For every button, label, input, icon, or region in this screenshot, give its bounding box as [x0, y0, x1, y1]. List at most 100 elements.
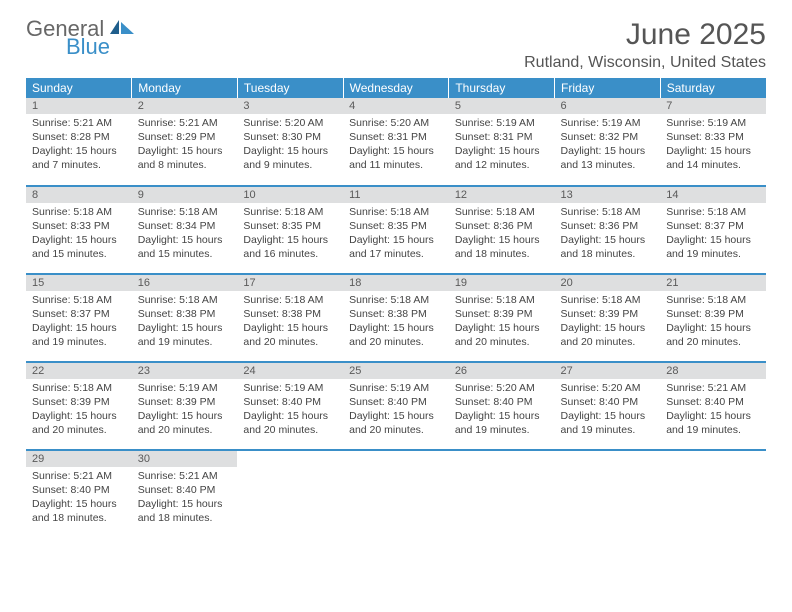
day-number: 19: [449, 275, 555, 291]
calendar-cell: 19Sunrise: 5:18 AMSunset: 8:39 PMDayligh…: [449, 274, 555, 362]
sunset-line: Sunset: 8:35 PM: [243, 220, 337, 234]
sunset-line: Sunset: 8:33 PM: [666, 131, 760, 145]
sunrise-line: Sunrise: 5:18 AM: [138, 294, 232, 308]
sunset-line: Sunset: 8:37 PM: [666, 220, 760, 234]
calendar-cell: [237, 450, 343, 538]
day-number: 7: [660, 98, 766, 114]
sunset-line: Sunset: 8:40 PM: [561, 396, 655, 410]
daylight-line: Daylight: 15 hours and 13 minutes.: [561, 145, 655, 173]
sunrise-line: Sunrise: 5:18 AM: [138, 206, 232, 220]
day-number: 18: [343, 275, 449, 291]
sunrise-line: Sunrise: 5:18 AM: [561, 294, 655, 308]
daylight-line: Daylight: 15 hours and 20 minutes.: [243, 322, 337, 350]
calendar-cell: 30Sunrise: 5:21 AMSunset: 8:40 PMDayligh…: [132, 450, 238, 538]
calendar-cell: 12Sunrise: 5:18 AMSunset: 8:36 PMDayligh…: [449, 186, 555, 274]
calendar-cell: 15Sunrise: 5:18 AMSunset: 8:37 PMDayligh…: [26, 274, 132, 362]
day-number: 23: [132, 363, 238, 379]
day-number: 8: [26, 187, 132, 203]
day-details: Sunrise: 5:20 AMSunset: 8:40 PMDaylight:…: [449, 379, 555, 441]
sunrise-line: Sunrise: 5:18 AM: [243, 206, 337, 220]
col-saturday: Saturday: [660, 78, 766, 98]
sunrise-line: Sunrise: 5:18 AM: [32, 382, 126, 396]
daylight-line: Daylight: 15 hours and 15 minutes.: [138, 234, 232, 262]
calendar-cell: [660, 450, 766, 538]
day-details: Sunrise: 5:18 AMSunset: 8:39 PMDaylight:…: [660, 291, 766, 353]
day-details: Sunrise: 5:19 AMSunset: 8:40 PMDaylight:…: [237, 379, 343, 441]
sunrise-line: Sunrise: 5:19 AM: [349, 382, 443, 396]
day-details: Sunrise: 5:18 AMSunset: 8:36 PMDaylight:…: [449, 203, 555, 265]
day-details: Sunrise: 5:19 AMSunset: 8:32 PMDaylight:…: [555, 114, 661, 176]
day-details: Sunrise: 5:19 AMSunset: 8:40 PMDaylight:…: [343, 379, 449, 441]
day-details: Sunrise: 5:19 AMSunset: 8:31 PMDaylight:…: [449, 114, 555, 176]
sunset-line: Sunset: 8:36 PM: [455, 220, 549, 234]
day-number: 26: [449, 363, 555, 379]
sunset-line: Sunset: 8:35 PM: [349, 220, 443, 234]
col-monday: Monday: [132, 78, 238, 98]
daylight-line: Daylight: 15 hours and 7 minutes.: [32, 145, 126, 173]
sunrise-line: Sunrise: 5:20 AM: [243, 117, 337, 131]
col-wednesday: Wednesday: [343, 78, 449, 98]
sunset-line: Sunset: 8:30 PM: [243, 131, 337, 145]
sunset-line: Sunset: 8:40 PM: [32, 484, 126, 498]
sunset-line: Sunset: 8:33 PM: [32, 220, 126, 234]
day-details: Sunrise: 5:18 AMSunset: 8:35 PMDaylight:…: [237, 203, 343, 265]
day-details: Sunrise: 5:18 AMSunset: 8:33 PMDaylight:…: [26, 203, 132, 265]
day-details: Sunrise: 5:21 AMSunset: 8:28 PMDaylight:…: [26, 114, 132, 176]
sunset-line: Sunset: 8:36 PM: [561, 220, 655, 234]
calendar-cell: 3 Sunrise: 5:20 AMSunset: 8:30 PMDaylight…: [237, 98, 343, 186]
day-number: 10: [237, 187, 343, 203]
day-details: Sunrise: 5:18 AMSunset: 8:37 PMDaylight:…: [660, 203, 766, 265]
day-number: 24: [237, 363, 343, 379]
sunrise-line: Sunrise: 5:18 AM: [666, 294, 760, 308]
day-number: 4: [343, 98, 449, 114]
day-number: 30: [132, 451, 238, 467]
day-details: Sunrise: 5:18 AMSunset: 8:39 PMDaylight:…: [449, 291, 555, 353]
day-details: Sunrise: 5:18 AMSunset: 8:36 PMDaylight:…: [555, 203, 661, 265]
day-number: 29: [26, 451, 132, 467]
calendar-week-row: 29Sunrise: 5:21 AMSunset: 8:40 PMDayligh…: [26, 450, 766, 538]
calendar-cell: 25Sunrise: 5:19 AMSunset: 8:40 PMDayligh…: [343, 362, 449, 450]
daylight-line: Daylight: 15 hours and 15 minutes.: [32, 234, 126, 262]
daylight-line: Daylight: 15 hours and 19 minutes.: [561, 410, 655, 438]
day-number: 3: [237, 98, 343, 114]
day-details: Sunrise: 5:21 AMSunset: 8:40 PMDaylight:…: [660, 379, 766, 441]
sunrise-line: Sunrise: 5:18 AM: [455, 294, 549, 308]
day-number: 17: [237, 275, 343, 291]
logo: General Blue: [26, 18, 136, 58]
sunset-line: Sunset: 8:40 PM: [349, 396, 443, 410]
sunrise-line: Sunrise: 5:18 AM: [666, 206, 760, 220]
day-details: Sunrise: 5:21 AMSunset: 8:40 PMDaylight:…: [26, 467, 132, 529]
day-details: Sunrise: 5:19 AMSunset: 8:39 PMDaylight:…: [132, 379, 238, 441]
day-details: Sunrise: 5:20 AMSunset: 8:31 PMDaylight:…: [343, 114, 449, 176]
daylight-line: Daylight: 15 hours and 9 minutes.: [243, 145, 337, 173]
day-number: 25: [343, 363, 449, 379]
day-number: 1: [26, 98, 132, 114]
calendar-cell: 1Sunrise: 5:21 AMSunset: 8:28 PMDaylight…: [26, 98, 132, 186]
calendar-week-row: 15Sunrise: 5:18 AMSunset: 8:37 PMDayligh…: [26, 274, 766, 362]
col-tuesday: Tuesday: [237, 78, 343, 98]
day-number: 14: [660, 187, 766, 203]
col-friday: Friday: [555, 78, 661, 98]
sunrise-line: Sunrise: 5:19 AM: [243, 382, 337, 396]
daylight-line: Daylight: 15 hours and 19 minutes.: [666, 234, 760, 262]
sunrise-line: Sunrise: 5:21 AM: [32, 117, 126, 131]
sunset-line: Sunset: 8:32 PM: [561, 131, 655, 145]
sunset-line: Sunset: 8:39 PM: [32, 396, 126, 410]
day-details: Sunrise: 5:18 AMSunset: 8:39 PMDaylight:…: [555, 291, 661, 353]
page-header: General Blue June 2025 Rutland, Wisconsi…: [26, 18, 766, 72]
calendar-cell: 8Sunrise: 5:18 AMSunset: 8:33 PMDaylight…: [26, 186, 132, 274]
calendar-cell: 27Sunrise: 5:20 AMSunset: 8:40 PMDayligh…: [555, 362, 661, 450]
sunset-line: Sunset: 8:40 PM: [138, 484, 232, 498]
day-details: Sunrise: 5:21 AMSunset: 8:29 PMDaylight:…: [132, 114, 238, 176]
day-number: 28: [660, 363, 766, 379]
daylight-line: Daylight: 15 hours and 11 minutes.: [349, 145, 443, 173]
day-details: Sunrise: 5:18 AMSunset: 8:38 PMDaylight:…: [343, 291, 449, 353]
sunrise-line: Sunrise: 5:21 AM: [666, 382, 760, 396]
daylight-line: Daylight: 15 hours and 19 minutes.: [666, 410, 760, 438]
day-details: Sunrise: 5:18 AMSunset: 8:35 PMDaylight:…: [343, 203, 449, 265]
sunset-line: Sunset: 8:40 PM: [455, 396, 549, 410]
day-number: 27: [555, 363, 661, 379]
sunset-line: Sunset: 8:29 PM: [138, 131, 232, 145]
calendar-week-row: 22Sunrise: 5:18 AMSunset: 8:39 PMDayligh…: [26, 362, 766, 450]
day-details: Sunrise: 5:19 AMSunset: 8:33 PMDaylight:…: [660, 114, 766, 176]
